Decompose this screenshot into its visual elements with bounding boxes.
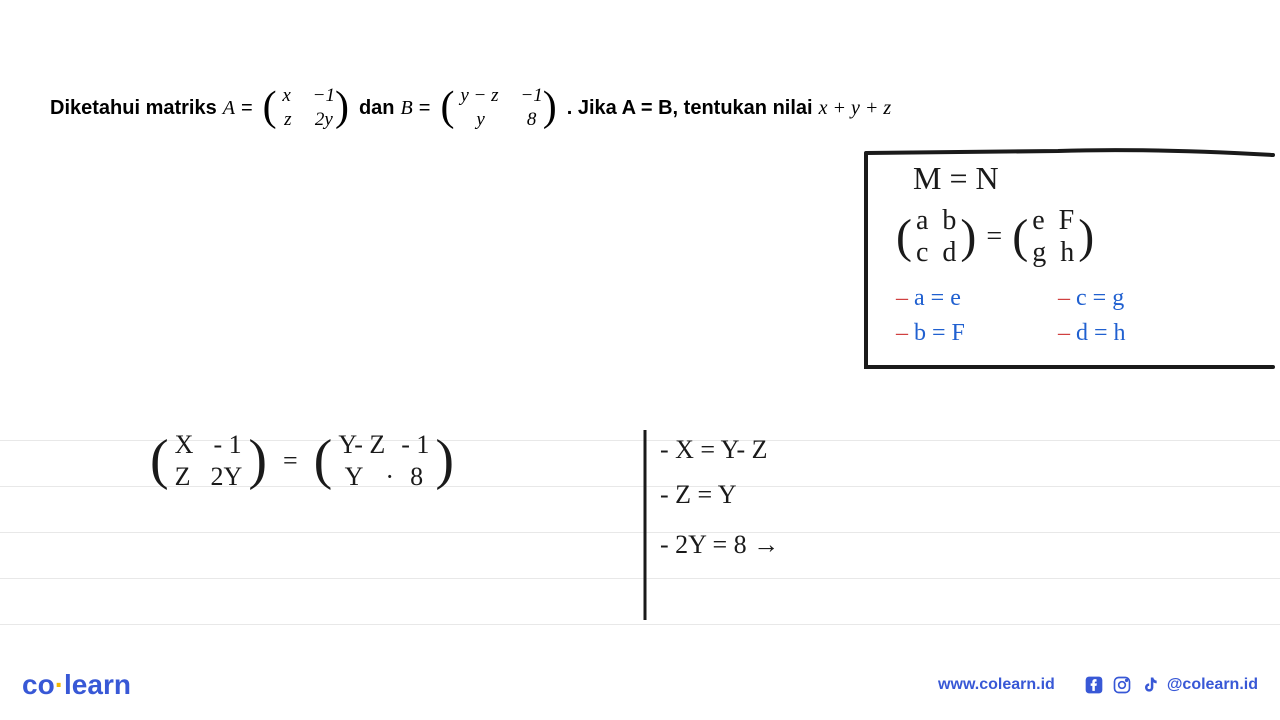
mA-r1c2: −1 xyxy=(313,85,335,107)
logo-co: co xyxy=(22,669,55,700)
mB-r2c1: y xyxy=(456,109,506,131)
footer: co·learn www.colearn.id @colearn.id xyxy=(0,665,1280,705)
equals: = xyxy=(419,97,431,120)
handwritten-working: ( X- 1 Z2Y ) = ( Y- Z- 1 Y·8 ) - X = Y- … xyxy=(150,430,1050,630)
hw-working-matrices: ( X- 1 Z2Y ) = ( Y- Z- 1 Y·8 ) xyxy=(150,430,454,492)
dan: dan xyxy=(359,97,395,120)
handwritten-theory-box: M = N ( ab cd ) = ( eF gh ) – a = e – xyxy=(858,145,1278,375)
hw-MN: M = N xyxy=(913,160,999,197)
problem-suffix: . Jika A = B, tentukan nilai xyxy=(567,97,813,120)
footer-right: www.colearn.id @colearn.id xyxy=(938,674,1258,696)
hw-eq3: – b = F xyxy=(896,320,965,347)
problem-prefix: Diketahui matriks xyxy=(50,97,217,120)
social-handle-text: @colearn.id xyxy=(1167,676,1258,694)
hw-matrix-equality: ( ab cd ) = ( eF gh ) xyxy=(896,205,1094,269)
instagram-icon xyxy=(1111,674,1133,696)
equals: = xyxy=(241,97,253,120)
hw-eq-z: - Z = Y xyxy=(660,480,737,510)
label-A: A xyxy=(223,97,235,120)
logo-dot: · xyxy=(55,669,64,700)
mB-r1c1: y − z xyxy=(454,85,504,107)
hw-eq-x: - X = Y- Z xyxy=(660,435,768,465)
facebook-icon xyxy=(1083,674,1105,696)
problem-expr: x + y + z xyxy=(819,97,892,120)
mB-r1c2: −1 xyxy=(520,85,542,107)
logo-learn: learn xyxy=(64,669,131,700)
hw-eq4: – d = h xyxy=(1058,320,1126,347)
matrix-B: ( y − z −1 y 8 ) xyxy=(440,85,556,131)
tiktok-icon xyxy=(1139,674,1161,696)
social-handles: @colearn.id xyxy=(1083,674,1258,696)
mA-r2c2: 2y xyxy=(314,109,334,131)
website-url: www.colearn.id xyxy=(938,676,1055,694)
logo: co·learn xyxy=(22,669,131,701)
matrix-A: ( x −1 z 2y ) xyxy=(263,85,349,131)
hw-eq-2y: - 2Y = 8 → xyxy=(660,530,779,560)
mA-r1c1: x xyxy=(277,85,297,107)
hw-eq1: – a = e xyxy=(896,285,961,312)
mA-r2c1: z xyxy=(278,109,298,131)
mB-r2c2: 8 xyxy=(522,109,542,131)
vertical-divider xyxy=(640,425,650,625)
hw-eq2: – c = g xyxy=(1058,285,1124,312)
problem-statement: Diketahui matriks A = ( x −1 z 2y ) dan … xyxy=(50,85,891,131)
label-B: B xyxy=(401,97,413,120)
